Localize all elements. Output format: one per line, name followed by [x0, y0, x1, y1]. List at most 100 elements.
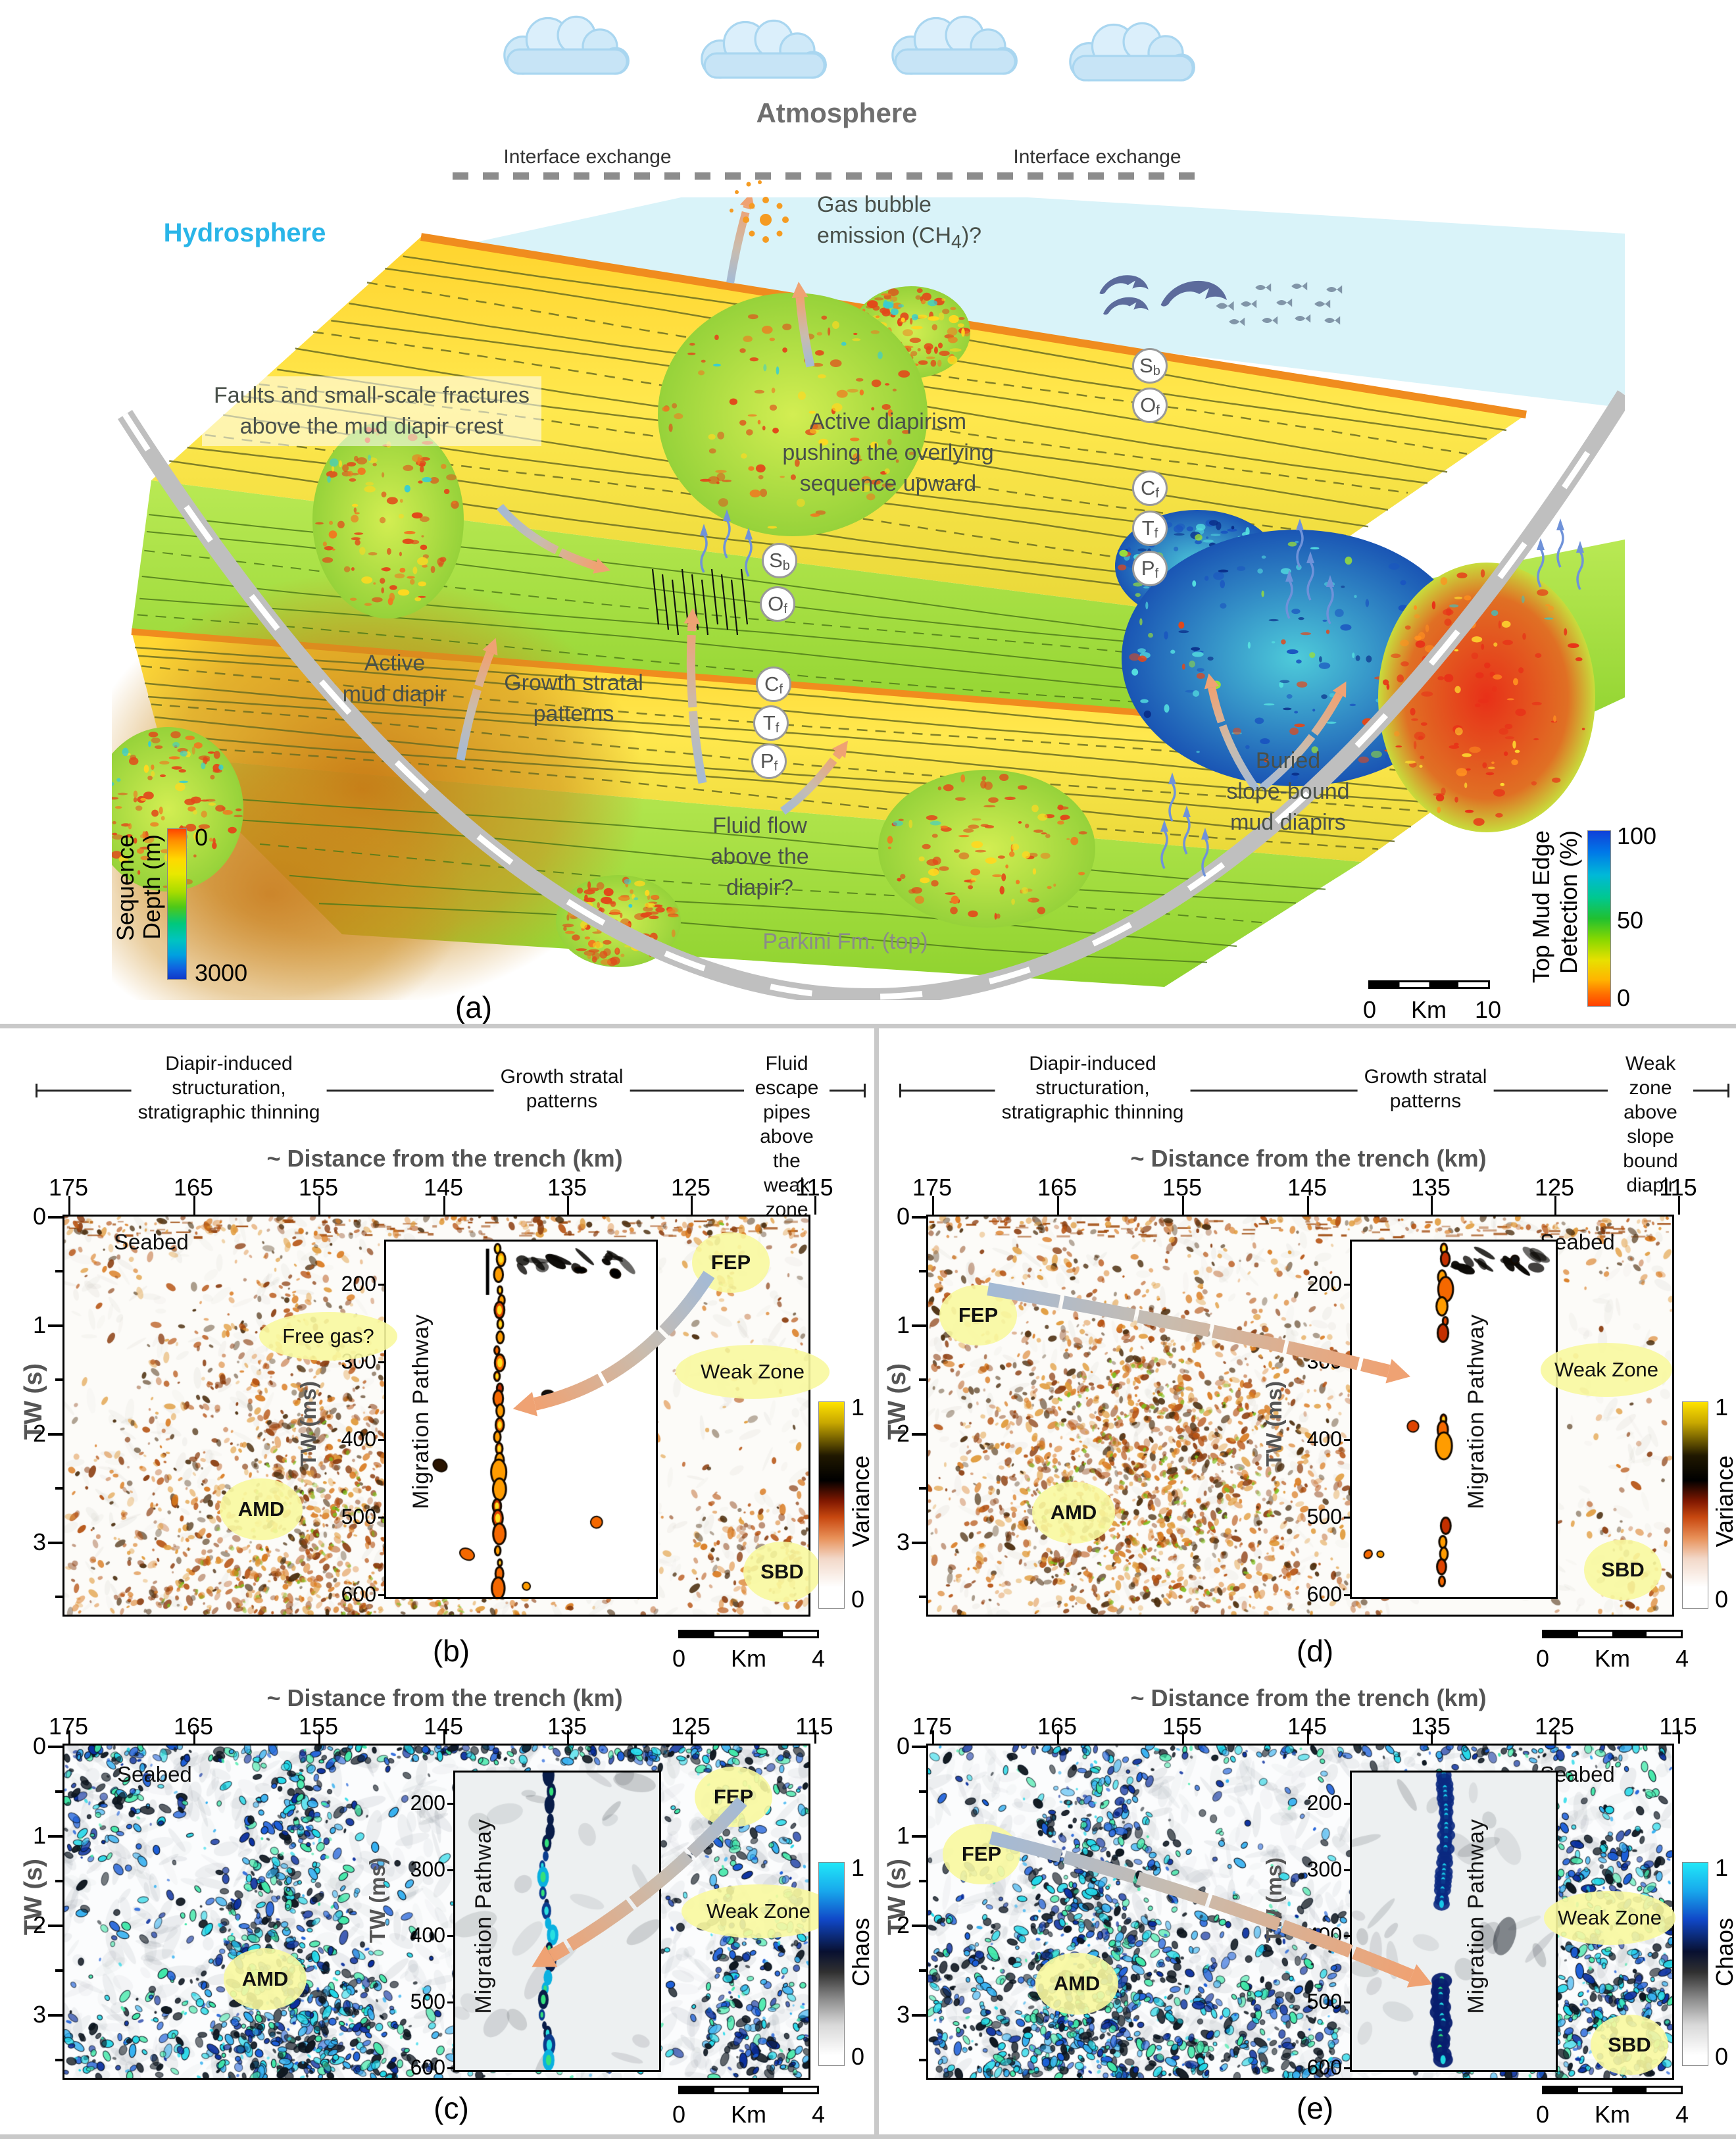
colorbar-variance [818, 1401, 845, 1609]
scale-bar [678, 1630, 819, 1638]
clouds-row [503, 15, 1195, 82]
seismic-panel-d: Diapir-induced structuration, stratigraphi… [883, 1034, 1736, 1692]
label-migration-pathway: Migration Pathway [1464, 1819, 1489, 2014]
label-sbd: SBD [1591, 2015, 1668, 2075]
slope-crest-upper [420, 233, 1527, 418]
seismic-plot-b: Seabed 200 300 400 500 600 TW (ms) Migration… [62, 1215, 830, 1617]
mud-diapir-center [658, 293, 928, 536]
label-sbd: SBD [743, 1542, 821, 1602]
cloud-icon [701, 19, 827, 79]
panel-label-c: (c) [434, 2091, 469, 2125]
panel-label-a: (a) [455, 990, 493, 1024]
colorbar-variance [1682, 1401, 1708, 1609]
section-header-left: Diapir-induced structuration, stratigraphi… [131, 1051, 327, 1124]
x-axis-title: ~ Distance from the trench (km) [1130, 1684, 1487, 1711]
label-weak-zone: Weak Zone [676, 1345, 830, 1399]
dolphins [1099, 275, 1227, 315]
scale-bar [1542, 2086, 1683, 2094]
label-seabed: Seabed [117, 1762, 192, 1786]
migration-inset-e: Migration Pathway [1350, 1771, 1558, 2072]
dolphin-icon [1099, 275, 1149, 294]
mud-diapir [112, 727, 243, 892]
seismic-plot-c: Seabed 200 300 400 500 600 TW (ms) Migration… [62, 1744, 835, 2080]
section-header-right: Weak zone above slope bound diapir [1608, 1051, 1693, 1197]
label-parkini-fm: Parkini Fm. (top) [762, 929, 928, 954]
label-amd: AMD [224, 1948, 307, 2010]
label-fep: FEP [692, 1232, 770, 1293]
section-header-mid: Growth stratal patterns [1357, 1065, 1494, 1113]
migration-inset-d: Migration Pathway [1350, 1240, 1558, 1599]
seismic-plot-d: Seabed 200 300 400 500 600 TW (ms) Migration… [926, 1215, 1674, 1617]
sky [395, 197, 1625, 408]
label-amd: AMD [220, 1478, 303, 1540]
label-active-diapirism: Active diapirism pushing the overlying seq… [782, 409, 994, 496]
label-weak-zone: Weak Zone [1544, 1891, 1675, 1945]
bracket-line [36, 1084, 866, 1097]
colorbar-sequence-depth [167, 828, 187, 980]
depth-bottom-tick: 3000 [195, 959, 248, 986]
mud-colorbar-title2: Detection (%) [1555, 830, 1582, 974]
survey-rim [118, 390, 1625, 1000]
label-sbd: SBD [1584, 1540, 1662, 1600]
label-amd: AMD [1035, 1953, 1118, 2015]
buried-diapir-red [1378, 563, 1595, 832]
seismic-panel-e: ~ Distance from the trench (km) 175 165 15… [883, 1674, 1736, 2139]
section-header-mid: Growth stratal patterns [493, 1065, 630, 1113]
panel-label-d: (d) [1296, 1634, 1334, 1668]
label-migration-pathway: Migration Pathway [409, 1314, 434, 1509]
colorbar-title: Chaos [847, 1918, 874, 1987]
colorbar-top-mud-edge [1587, 830, 1611, 1007]
label-fep: FEP [943, 1824, 1020, 1884]
seismic-plot-e: Seabed 200 300 400 500 600 TW (ms) Migration… [926, 1744, 1675, 2080]
section-header-right: Fluid escape pipes above the weak zone [744, 1051, 830, 1222]
scale-bar [1542, 1630, 1683, 1638]
divider-horizontal [0, 1024, 1736, 1028]
3d-seismic-scene [112, 197, 1625, 1000]
inset-y-axis-title: TW (ms) [296, 1381, 320, 1467]
label-growth-stratal: Growth stratal patterns [504, 670, 643, 726]
divider-vertical [874, 1024, 879, 2139]
mud-colorbar-title: Top Mud Edge [1527, 830, 1554, 984]
depth-colorbar-title: Sequence [112, 834, 139, 942]
colorbar-title: Variance [1711, 1455, 1736, 1548]
label-seabed: Seabed [114, 1230, 189, 1254]
label-migration-pathway: Migration Pathway [1464, 1314, 1489, 1509]
panel-label-e: (e) [1296, 2091, 1334, 2125]
label-fep: FEP [939, 1285, 1017, 1346]
x-axis-title: ~ Distance from the trench (km) [266, 1684, 623, 1711]
label-fluid-flow: Fluid flow above the diapir? [710, 813, 809, 900]
interface-dashed-line [453, 172, 1208, 180]
label-hydrosphere-left: Hydrosphere [163, 218, 326, 247]
scale-bar [678, 2086, 819, 2094]
label-weak-zone: Weak Zone [1541, 1343, 1672, 1397]
cloud-icon [891, 15, 1018, 75]
depth-top-tick: 0 [195, 824, 209, 851]
cloud-icon [503, 15, 630, 75]
inset-y-axis-title: TW (ms) [365, 1857, 389, 1944]
fish-school-icon [1216, 282, 1343, 326]
label-active-mud-diapir: Active mud diapir [342, 651, 447, 707]
mud-diapir [878, 770, 1095, 928]
seismic-panel-c: ~ Distance from the trench (km) 175 165 15… [20, 1684, 874, 2128]
gas-bubbles-icon [730, 180, 789, 243]
label-weak-zone: Weak Zone [682, 1884, 835, 1938]
scale-bar-a [1368, 980, 1490, 989]
seismic-panel-b: Diapir-induced structuration, stratigraphi… [20, 1051, 874, 1672]
colorbar-chaos [1682, 1862, 1708, 2066]
bracket-line [899, 1084, 1729, 1097]
colorbar-title: Chaos [1711, 1918, 1736, 1987]
colorbar-chaos [818, 1862, 845, 2066]
x-axis-title: ~ Distance from the trench (km) [1130, 1145, 1487, 1172]
panel-label-b: (b) [432, 1634, 470, 1668]
active-mud-diapir [312, 421, 464, 618]
